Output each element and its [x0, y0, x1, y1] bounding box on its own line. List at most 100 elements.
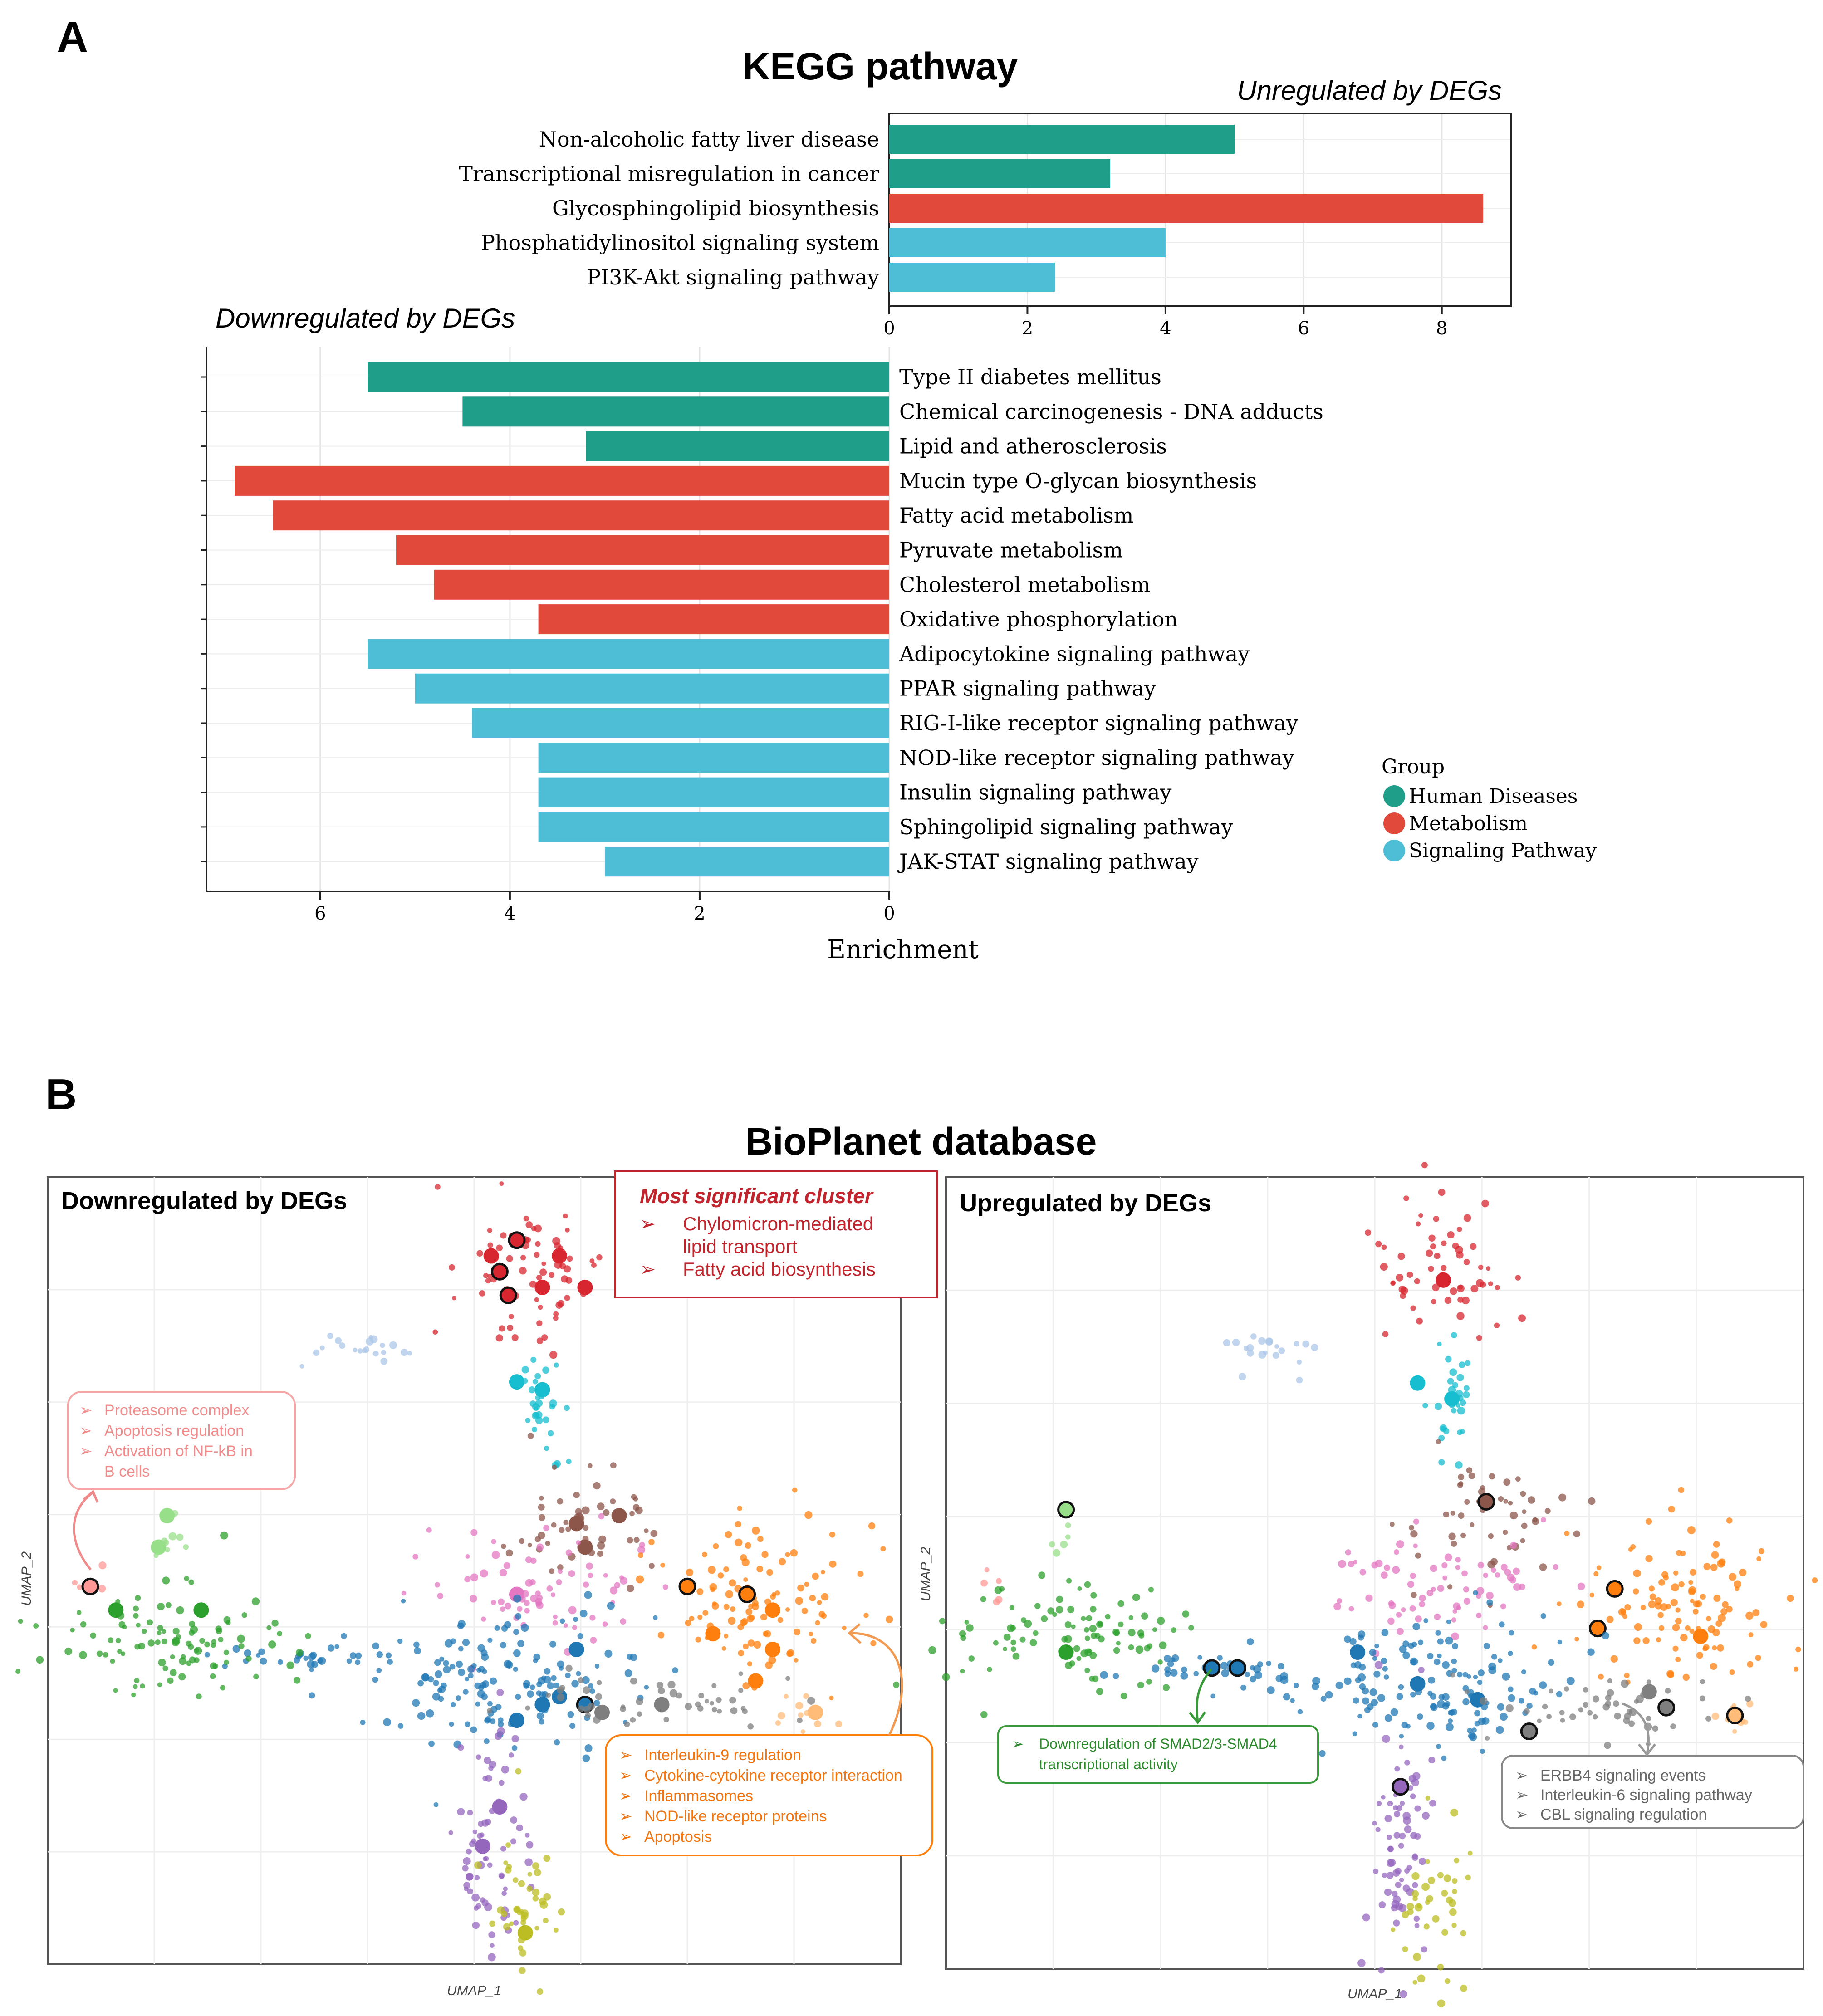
umap-right-point	[1010, 1625, 1016, 1631]
up-category-label: Phosphatidylinositol signaling system	[481, 230, 879, 255]
down-bar	[273, 500, 889, 531]
umap-left-point	[412, 1699, 420, 1707]
umap-right-point	[1437, 1653, 1442, 1659]
umap-left-point	[501, 1543, 506, 1549]
umap-right-point	[1411, 1778, 1419, 1786]
umap-right-point	[1441, 1929, 1448, 1936]
umap-left-point	[520, 1255, 526, 1261]
umap-left-point	[528, 1386, 536, 1394]
umap-left-point	[204, 1641, 210, 1648]
umap-right-point	[1729, 1669, 1735, 1675]
umap-right-point	[1455, 1565, 1460, 1570]
umap-left-point	[620, 1704, 626, 1709]
umap-left-point	[434, 1582, 440, 1588]
umap-right-point	[1463, 1586, 1470, 1593]
umap-right-point	[1685, 1625, 1691, 1631]
umap-left-point	[546, 1693, 551, 1698]
umap-right-point	[1483, 1625, 1488, 1630]
umap-right-point	[1437, 1872, 1444, 1879]
umap-left-point	[637, 1711, 642, 1717]
umap-left-point	[814, 1720, 821, 1727]
umap-left-point	[648, 1539, 655, 1546]
umap-left-point	[748, 1614, 755, 1621]
umap-left-point	[553, 1315, 559, 1321]
umap-left-point	[494, 1732, 502, 1740]
umap-right-point	[1652, 1725, 1659, 1732]
umap-right-point	[1675, 1618, 1682, 1625]
umap-right-point	[1648, 1585, 1655, 1592]
down-bar	[462, 396, 889, 427]
umap-right-point	[1426, 1895, 1433, 1903]
umap-right-point	[1477, 1561, 1485, 1569]
umap-right-point	[1077, 1586, 1082, 1591]
umap-left-point	[656, 1681, 664, 1689]
umap-right-point	[1421, 1883, 1430, 1891]
down-category-label: Lipid and atherosclerosis	[899, 434, 1167, 459]
umap-left-point	[737, 1506, 742, 1511]
gray-item: ERBB4 signaling events	[1540, 1767, 1706, 1784]
umap-right-highlight-point	[1477, 1492, 1495, 1511]
umap-right-point	[1732, 1729, 1737, 1734]
umap-left-point	[557, 1686, 564, 1693]
umap-left-point	[549, 1568, 555, 1574]
umap-right-point	[1232, 1338, 1240, 1346]
umap-left-point	[857, 1571, 864, 1577]
umap-right-point	[1607, 1678, 1612, 1684]
umap-right-point	[1498, 1658, 1503, 1663]
umap-left-highlight-point	[509, 1713, 524, 1728]
umap-left-point	[663, 1717, 669, 1722]
umap-left-point	[510, 1838, 517, 1845]
sig-arrow-2: ➢	[640, 1258, 656, 1280]
umap-left-point	[488, 1766, 494, 1771]
umap-right-point	[1416, 1221, 1421, 1227]
umap-left-point	[133, 1613, 139, 1619]
umap-left-point	[529, 1281, 537, 1288]
umap-right-point	[1441, 1755, 1447, 1761]
umap-right-point	[1390, 1522, 1395, 1527]
umap-right-point	[1416, 1317, 1423, 1325]
umap-left-point	[760, 1614, 767, 1621]
umap-right-point	[1410, 1793, 1416, 1799]
umap-left-point	[576, 1671, 581, 1676]
umap-left-point	[433, 1802, 439, 1807]
umap-left-point	[327, 1332, 333, 1339]
umap-left-point	[712, 1601, 717, 1606]
umap-right-ylabel: UMAP_2	[918, 1547, 933, 1601]
umap-left-point	[751, 1527, 760, 1535]
down-category-label: Sphingolipid signaling pathway	[899, 815, 1233, 839]
umap-left-point	[542, 1366, 549, 1374]
umap-right-point	[1642, 1637, 1650, 1644]
umap-left-point	[730, 1606, 736, 1612]
umap-left-point	[117, 1649, 122, 1654]
umap-right-point	[1500, 1713, 1508, 1721]
umap-left-point	[487, 1273, 492, 1279]
umap-right-point	[1524, 1708, 1530, 1714]
umap-left-point	[686, 1568, 694, 1576]
umap-right-point	[1396, 1693, 1403, 1700]
umap-right-point	[1513, 1583, 1521, 1591]
umap-right-point	[1335, 1681, 1343, 1689]
umap-right-point	[1540, 1517, 1546, 1523]
umap-left-point	[485, 1775, 492, 1782]
umap-left-point	[747, 1723, 754, 1730]
umap-right-point	[1477, 1679, 1483, 1685]
umap-right-point	[1690, 1599, 1695, 1604]
umap-left-point	[779, 1558, 786, 1566]
umap-right-point	[1034, 1603, 1041, 1609]
umap-left-point	[434, 1659, 441, 1666]
umap-right-point	[1447, 1584, 1453, 1590]
umap-left-point	[785, 1607, 790, 1612]
umap-right-point	[1141, 1612, 1148, 1620]
umap-left-point	[397, 1723, 404, 1729]
umap-left-point	[566, 1458, 572, 1464]
umap-right-point	[1382, 1331, 1389, 1337]
umap-right-point	[1451, 1658, 1457, 1664]
umap-right-point	[1488, 1533, 1494, 1539]
umap-right-point	[1688, 1580, 1693, 1585]
umap-right-point	[1521, 1522, 1528, 1529]
umap-right-point	[1024, 1620, 1032, 1628]
umap-left-point	[523, 1680, 531, 1688]
pink-arrow: ➢	[79, 1422, 93, 1439]
umap-right-point	[1357, 1959, 1366, 1967]
umap-right-point	[1320, 1696, 1327, 1702]
